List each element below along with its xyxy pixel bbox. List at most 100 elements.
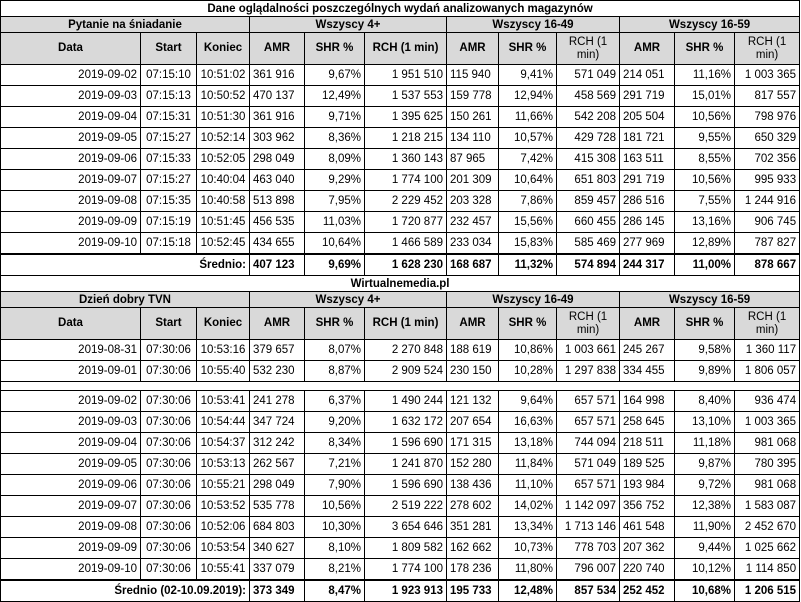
table-cell: 780 395 xyxy=(733,453,801,475)
table-cell: 657 571 xyxy=(556,474,620,496)
column-header-shr: SHR % xyxy=(674,32,735,65)
column-header-rch: RCH (1 min) xyxy=(733,307,801,340)
table-cell: 07:30:06 xyxy=(140,339,197,361)
summary-cell: 1 923 913 xyxy=(364,579,447,602)
summary-label: Średnio (02-10.09.2019): xyxy=(0,579,250,602)
table-cell: 241 278 xyxy=(249,390,305,412)
table-cell: 10,12% xyxy=(674,558,735,581)
table-cell: 351 281 xyxy=(446,516,499,538)
table-cell: 9,20% xyxy=(304,411,365,433)
table-cell: 2019-09-09 xyxy=(0,211,141,233)
table-cell: 650 329 xyxy=(733,127,801,149)
column-header-end: Koniec xyxy=(196,307,250,340)
table-row: 2019-09-02 07:15:10 10:51:02 361 916 9,67% 1 … xyxy=(0,64,801,86)
table-cell: 10:52:45 xyxy=(196,232,250,255)
table-cell: 2019-09-02 xyxy=(0,64,141,86)
table-cell: 07:30:06 xyxy=(140,432,197,454)
table-cell: 2 229 452 xyxy=(364,190,447,212)
spacer-row xyxy=(0,381,801,391)
table-row: 2019-09-03 07:30:06 10:54:44 347 724 9,20% 1 … xyxy=(0,411,801,433)
table-cell: 657 571 xyxy=(556,411,620,433)
table-cell: 458 569 xyxy=(556,85,620,107)
table-cell: 906 745 xyxy=(733,211,801,233)
table-cell: 1 583 087 xyxy=(733,495,801,517)
table-cell: 585 469 xyxy=(556,232,620,255)
table-cell: 9,71% xyxy=(304,106,365,128)
table-cell: 6,37% xyxy=(304,390,365,412)
table-cell: 201 309 xyxy=(446,169,499,191)
table-cell: 16,63% xyxy=(498,411,557,433)
summary-cell: 1 206 515 xyxy=(733,579,801,602)
column-header-shr: SHR % xyxy=(304,32,365,65)
table-cell: 2019-08-31 xyxy=(0,339,141,361)
summary-cell: 10,68% xyxy=(674,579,735,602)
table-row: 2019-09-05 07:15:27 10:52:14 303 962 8,36% 1 … xyxy=(0,127,801,149)
column-header-row: Data Start Koniec AMR SHR % RCH (1 min) AMR SHR… xyxy=(0,32,801,65)
table-row: 2019-09-07 07:15:27 10:40:04 463 040 9,29% 1 … xyxy=(0,169,801,191)
table-cell: 10,86% xyxy=(498,339,557,361)
table-cell: 152 280 xyxy=(446,453,499,475)
table-cell: 188 619 xyxy=(446,339,499,361)
table-row: 2019-09-09 07:30:06 10:53:54 340 627 8,10% 1 … xyxy=(0,537,801,559)
summary-cell: 9,69% xyxy=(304,253,365,276)
table-cell: 115 940 xyxy=(446,64,499,86)
table-cell: 10:55:41 xyxy=(196,558,250,581)
table-cell: 10:52:14 xyxy=(196,127,250,149)
table-cell: 2019-09-06 xyxy=(0,474,141,496)
table-cell: 10:54:37 xyxy=(196,432,250,454)
group-header-2: Wszyscy 16-59 xyxy=(618,16,801,33)
table-cell: 233 034 xyxy=(446,232,499,255)
table-cell: 2019-09-10 xyxy=(0,558,141,581)
summary-cell: 857 534 xyxy=(556,579,620,602)
table-cell: 178 236 xyxy=(446,558,499,581)
column-header-end: Koniec xyxy=(196,32,250,65)
summary-cell: 8,47% xyxy=(304,579,365,602)
table-cell: 07:15:13 xyxy=(140,85,197,107)
table-cell: 07:15:31 xyxy=(140,106,197,128)
table-cell: 542 208 xyxy=(556,106,620,128)
table-row: 2019-09-02 07:30:06 10:53:41 241 278 6,37% 1 … xyxy=(0,390,801,412)
table-row: 2019-09-10 07:30:06 10:55:41 337 079 8,21% 1 … xyxy=(0,558,801,581)
table-row: 2019-09-04 07:30:06 10:54:37 312 242 8,34% 1 … xyxy=(0,432,801,454)
table-cell: 13,34% xyxy=(498,516,557,538)
table-cell: 13,16% xyxy=(674,211,735,233)
table-cell: 10:50:52 xyxy=(196,85,250,107)
summary-cell: 11,32% xyxy=(498,253,557,276)
table-cell: 2 519 222 xyxy=(364,495,447,517)
table-cell: 11,03% xyxy=(304,211,365,233)
table-cell: 995 933 xyxy=(733,169,801,191)
table-cell: 258 645 xyxy=(619,411,675,433)
table-cell: 134 110 xyxy=(446,127,499,149)
table-cell: 1 596 690 xyxy=(364,432,447,454)
table-cell: 2 909 524 xyxy=(364,360,447,382)
table-cell: 1 774 100 xyxy=(364,558,447,581)
table-cell: 702 356 xyxy=(733,148,801,170)
table-row: 2019-09-05 07:30:06 10:53:13 262 567 7,21% 1 … xyxy=(0,453,801,475)
table-cell: 11,18% xyxy=(674,432,735,454)
column-header-amr: AMR xyxy=(249,307,305,340)
table-cell: 07:15:18 xyxy=(140,232,197,255)
column-header-shr: SHR % xyxy=(304,307,365,340)
table-cell: 214 051 xyxy=(619,64,675,86)
table-cell: 2019-09-04 xyxy=(0,432,141,454)
source-label-cell: Wirtualnemedia.pl xyxy=(0,275,801,292)
column-header-amr: AMR xyxy=(619,307,675,340)
summary-cell: 407 123 xyxy=(249,253,305,276)
table-row: 2019-09-04 07:15:31 10:51:30 361 916 9,71% 1 … xyxy=(0,106,801,128)
table-cell: 298 049 xyxy=(249,148,305,170)
group-header-2: Wszyscy 16-59 xyxy=(618,291,801,308)
table-cell: 7,86% xyxy=(498,190,557,212)
column-header-rch: RCH (1 min) xyxy=(733,32,801,65)
table-cell: 11,10% xyxy=(498,474,557,496)
group-header-0: Wszyscy 4+ xyxy=(249,16,447,33)
table-cell: 9,67% xyxy=(304,64,365,86)
table-cell: 1 713 146 xyxy=(556,516,620,538)
table-cell: 8,21% xyxy=(304,558,365,581)
table-cell: 1 774 100 xyxy=(364,169,447,191)
table-cell: 2019-09-08 xyxy=(0,516,141,538)
summary-cell: 878 667 xyxy=(733,253,801,276)
table-cell: 8,10% xyxy=(304,537,365,559)
table-cell: 859 457 xyxy=(556,190,620,212)
table-cell: 2019-09-05 xyxy=(0,127,141,149)
